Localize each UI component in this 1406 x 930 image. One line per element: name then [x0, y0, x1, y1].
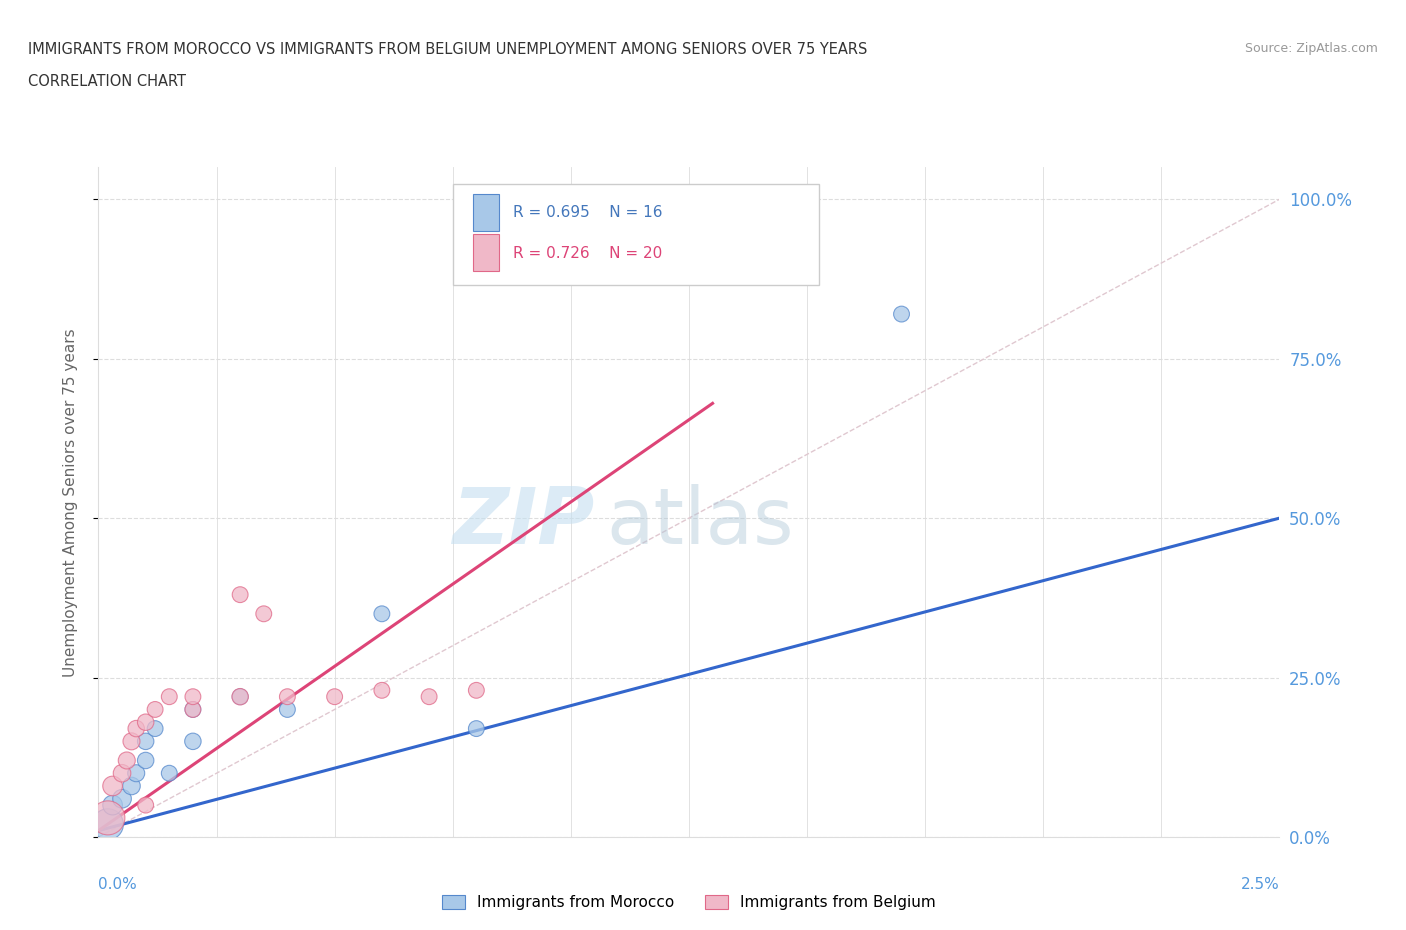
- Point: [121, 734, 143, 749]
- Legend: Immigrants from Morocco, Immigrants from Belgium: Immigrants from Morocco, Immigrants from…: [436, 889, 942, 916]
- Point: [418, 689, 440, 704]
- Point: [276, 702, 298, 717]
- Point: [135, 753, 157, 768]
- FancyBboxPatch shape: [453, 184, 818, 285]
- Point: [111, 765, 134, 780]
- Point: [143, 721, 166, 736]
- Point: [135, 734, 157, 749]
- FancyBboxPatch shape: [472, 194, 499, 231]
- Point: [157, 765, 180, 780]
- Point: [135, 715, 157, 730]
- Text: Source: ZipAtlas.com: Source: ZipAtlas.com: [1244, 42, 1378, 55]
- Point: [465, 683, 488, 698]
- Point: [465, 721, 488, 736]
- Point: [229, 689, 252, 704]
- Text: 0.0%: 0.0%: [98, 877, 138, 892]
- Text: CORRELATION CHART: CORRELATION CHART: [28, 74, 186, 89]
- Y-axis label: Unemployment Among Seniors over 75 years: Unemployment Among Seniors over 75 years: [63, 328, 77, 676]
- Point: [229, 587, 252, 602]
- Text: atlas: atlas: [606, 485, 794, 560]
- Point: [181, 702, 204, 717]
- Point: [276, 689, 298, 704]
- Point: [97, 817, 120, 831]
- Point: [323, 689, 346, 704]
- Point: [125, 721, 148, 736]
- Point: [125, 765, 148, 780]
- FancyBboxPatch shape: [472, 234, 499, 272]
- Point: [229, 689, 252, 704]
- Point: [181, 702, 204, 717]
- Point: [890, 307, 912, 322]
- Text: R = 0.695    N = 16: R = 0.695 N = 16: [513, 206, 662, 220]
- Text: R = 0.726    N = 20: R = 0.726 N = 20: [513, 246, 662, 260]
- Point: [253, 606, 276, 621]
- Point: [101, 798, 124, 813]
- Point: [157, 689, 180, 704]
- Point: [97, 810, 120, 825]
- Point: [111, 791, 134, 806]
- Point: [181, 734, 204, 749]
- Point: [135, 798, 157, 813]
- Point: [101, 778, 124, 793]
- Text: ZIP: ZIP: [453, 485, 595, 560]
- Point: [181, 689, 204, 704]
- Point: [143, 702, 166, 717]
- Point: [371, 606, 394, 621]
- Point: [115, 753, 138, 768]
- Point: [121, 778, 143, 793]
- Point: [371, 683, 394, 698]
- Text: 2.5%: 2.5%: [1240, 877, 1279, 892]
- Text: IMMIGRANTS FROM MOROCCO VS IMMIGRANTS FROM BELGIUM UNEMPLOYMENT AMONG SENIORS OV: IMMIGRANTS FROM MOROCCO VS IMMIGRANTS FR…: [28, 42, 868, 57]
